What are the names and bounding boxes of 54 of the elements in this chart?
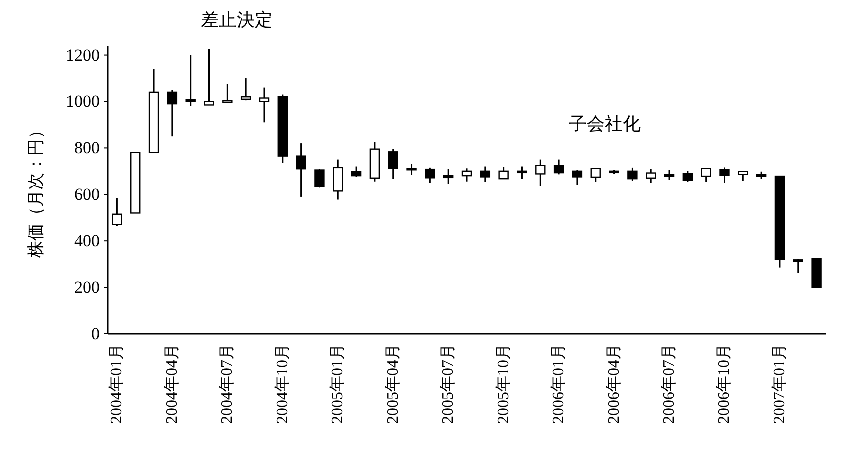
candlestick [646, 168, 656, 184]
x-tick-label: 2006年04月 [606, 344, 623, 424]
x-tick-label: 2005年07月 [440, 344, 458, 424]
candlestick [425, 167, 436, 184]
candlestick [296, 142, 306, 198]
candlestick [186, 54, 196, 108]
candlestick [204, 48, 214, 106]
candlestick [333, 159, 344, 201]
candlestick [388, 148, 398, 180]
y-tick-label: 400 [74, 232, 100, 251]
candlestick [480, 166, 491, 184]
x-tick-label: 2005年10月 [495, 344, 512, 424]
candlestick [682, 170, 694, 184]
candlestick [628, 167, 638, 182]
candlestick [351, 166, 362, 178]
candlestick [462, 168, 472, 183]
x-tick-label: 2006年01月 [550, 344, 568, 424]
x-tick-label: 2004年01月 [108, 344, 126, 424]
x-tick-label: 2006年10月 [716, 344, 734, 424]
candlestick [590, 168, 601, 184]
y-tick-label: 600 [74, 185, 100, 204]
candlestick [406, 164, 417, 176]
text: 差止決定 [200, 10, 273, 30]
y-tick-label: 1200 [66, 46, 100, 65]
candlestick [701, 168, 712, 184]
candlestick [738, 171, 748, 182]
candlestick [793, 258, 804, 274]
y-tick-label: 800 [74, 138, 100, 158]
candlestick [498, 166, 509, 180]
x-tick-label: 2004年10月 [274, 344, 292, 424]
x-tick-label: 2006年07月 [661, 344, 678, 424]
candlestick [167, 89, 178, 138]
y-tick-label: 200 [74, 278, 100, 298]
candlestick [443, 168, 454, 185]
x-tick-label: 2004年04月 [164, 344, 181, 424]
candlestick [240, 78, 252, 102]
x-tick-label: 2005年04月 [384, 344, 402, 424]
candlestick [259, 87, 270, 124]
candlestick [112, 197, 122, 227]
candlestick [536, 159, 546, 188]
y-axis-title: 株価（月次：円） [26, 122, 46, 259]
candlestick [554, 159, 564, 176]
y-tick-label: 0 [92, 324, 100, 344]
candlestick [572, 170, 583, 186]
x-tick-label: 2004年07月 [219, 344, 236, 424]
candlestick [222, 84, 233, 104]
candlestick [664, 169, 675, 181]
candlestick [720, 166, 730, 184]
x-tick-label: 2005年01月 [330, 344, 347, 424]
candlestick [314, 168, 325, 188]
candlestick [517, 166, 528, 180]
x-tick-label: 2007年01月 [771, 344, 788, 424]
annotation: 子会社化 [569, 114, 642, 134]
y-tick-label: 1000 [66, 92, 100, 112]
